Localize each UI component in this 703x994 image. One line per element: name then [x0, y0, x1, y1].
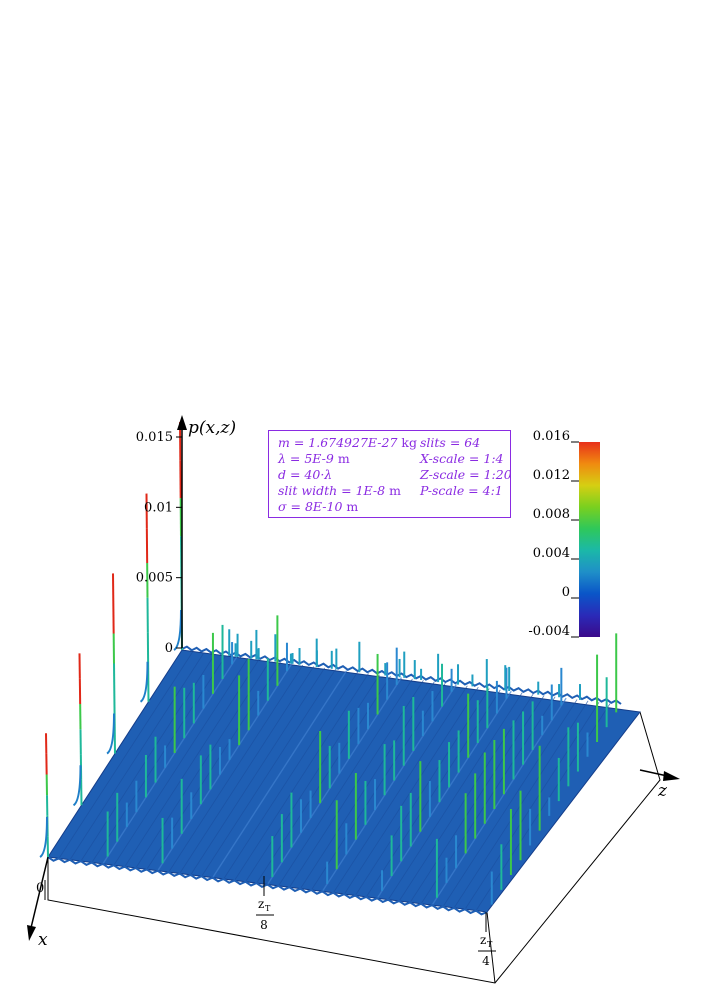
surface-fringe — [333, 685, 468, 893]
surface — [47, 645, 641, 916]
param-value: slit width = 1E-8 — [278, 483, 386, 498]
colorbar-tick-label: -0.004 — [528, 624, 570, 639]
surface-fringe — [431, 697, 567, 906]
surface-fringe — [234, 673, 369, 881]
param-row: X-scale = 1:4 — [420, 451, 503, 466]
entrance-peak-tail — [106, 713, 115, 755]
surface-fringe — [376, 690, 512, 899]
surface-fringe — [321, 683, 457, 892]
surface-fringe — [464, 702, 600, 910]
surface-fringe — [245, 674, 380, 882]
colorbar-tick-label: 0.012 — [533, 468, 570, 483]
surface-fringe — [266, 677, 403, 885]
param-row: m = 1.674927E-27 kg — [278, 435, 417, 450]
colorbar-tick-label: 0.004 — [533, 546, 570, 561]
param-value: P-scale = 4:1 — [420, 483, 503, 498]
surface-fringe — [190, 667, 326, 876]
surface-fringe — [157, 663, 293, 872]
colorbar-bar — [579, 442, 600, 637]
param-unit: m — [333, 451, 350, 466]
param-value: slits = 64 — [420, 435, 481, 450]
z-tick-numerator: z — [480, 933, 486, 947]
param-row: σ = 8E-10 m — [278, 499, 358, 514]
base-frame-edge — [486, 911, 496, 984]
surface-fringe — [168, 664, 304, 873]
colorbar-tick-label: 0 — [562, 585, 570, 600]
colorbar-tick-label: 0.016 — [533, 429, 570, 444]
surface-fringe — [113, 658, 249, 866]
p-axis-arrow — [177, 415, 187, 430]
z-tick-denominator: 8 — [260, 918, 268, 932]
surface-edge-front — [47, 856, 488, 916]
surface-fringe — [201, 669, 336, 877]
surface-fringe — [409, 695, 545, 903]
entrance-peak-tail — [39, 816, 48, 858]
param-unit: m — [342, 499, 359, 514]
p-axis-tick-label: 0.015 — [136, 430, 173, 445]
param-value: X-scale = 1:4 — [420, 451, 504, 466]
x-axis-label: x — [38, 930, 48, 950]
surface-plane — [47, 649, 641, 913]
surface-fringe — [102, 656, 238, 865]
surface-fringe — [212, 670, 348, 879]
surface-edge-ridge — [181, 645, 622, 705]
surface-fringe — [135, 660, 271, 869]
z-tick-denominator: 4 — [482, 954, 490, 968]
param-value: d = 40·λ — [278, 467, 333, 482]
param-row: slits = 64 — [420, 435, 480, 450]
z-axis-arrow — [663, 771, 680, 781]
param-row: Z-scale = 1:20 — [420, 467, 512, 482]
surface-fringe — [354, 688, 490, 896]
param-row: d = 40·λ — [278, 467, 332, 482]
surface-fringe — [223, 671, 358, 880]
param-row: P-scale = 4:1 — [420, 483, 503, 498]
x-axis-arrow — [27, 925, 36, 941]
surface-fringe — [69, 652, 205, 860]
p-axis-tick-label: 0.005 — [136, 571, 173, 586]
entrance-peak-tail — [173, 609, 182, 651]
param-row: slit width = 1E-8 m — [278, 483, 401, 498]
p-axis-label: p(x,z) — [188, 418, 236, 438]
base-frame — [47, 711, 661, 984]
surface-fringe — [343, 686, 479, 895]
z-tick-numerator: z — [258, 897, 264, 911]
p-axis-tick-label: 0 — [165, 641, 173, 656]
surface-fringe — [442, 699, 578, 907]
surface-fringe — [300, 681, 435, 889]
surface-fringe — [124, 659, 260, 867]
param-value: σ = 8E-10 — [278, 499, 343, 514]
surface-fringe — [58, 651, 194, 859]
entrance-peak-tail — [72, 765, 82, 807]
param-unit: m — [385, 483, 401, 498]
x-axis-tick-label: 0 — [36, 881, 44, 896]
z-axis-label: z — [657, 781, 668, 801]
surface-fringe — [80, 653, 216, 862]
p-axis-tick-label: 0.01 — [144, 500, 173, 515]
param-value: Z-scale = 1:20 — [420, 467, 512, 482]
x-axis-line — [29, 856, 49, 933]
surface-fringe — [179, 666, 315, 874]
colorbar: 0.016 0.012 0.008 0.004 0 -0.004 — [528, 429, 600, 639]
param-value: m = 1.674927E-27 — [278, 435, 398, 450]
entrance-peak-tail — [139, 661, 149, 703]
colorbar-tick-label: 0.008 — [533, 507, 570, 522]
param-value: λ = 5E-9 — [278, 451, 334, 466]
z-tick-subscript: T — [487, 940, 493, 949]
z-tick-subscript: T — [265, 904, 271, 913]
param-row: λ = 5E-9 m — [278, 451, 350, 466]
surface-fringe — [387, 692, 523, 900]
surface-fringe — [278, 678, 413, 887]
param-unit: kg — [397, 435, 417, 450]
